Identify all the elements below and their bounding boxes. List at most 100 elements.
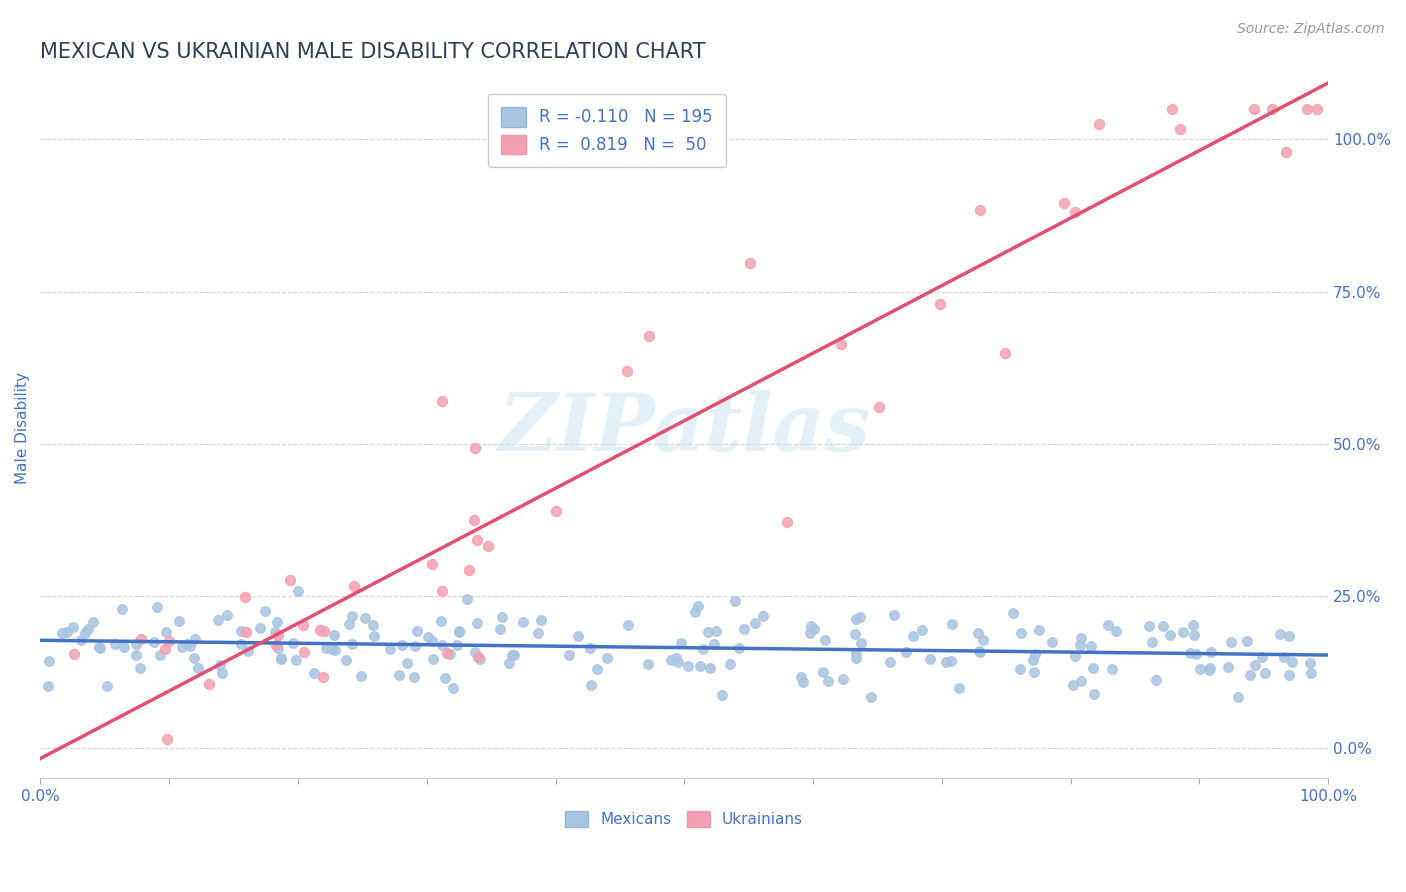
- Point: [665, 650, 688, 665]
- Point: [941, 617, 963, 632]
- Point: [967, 644, 990, 658]
- Point: [172, 640, 194, 654]
- Point: [972, 632, 994, 647]
- Point: [340, 637, 363, 651]
- Point: [323, 628, 346, 642]
- Point: [155, 624, 177, 639]
- Point: [928, 297, 950, 311]
- Point: [1064, 205, 1087, 219]
- Point: [62, 647, 84, 661]
- Point: [422, 652, 444, 666]
- Point: [967, 625, 990, 640]
- Point: [253, 604, 276, 618]
- Point: [270, 651, 292, 665]
- Point: [1181, 617, 1204, 632]
- Point: [503, 648, 526, 663]
- Point: [335, 653, 357, 667]
- Point: [969, 645, 991, 659]
- Point: [125, 637, 148, 651]
- Point: [1268, 627, 1291, 641]
- Point: [948, 681, 970, 695]
- Point: [87, 640, 110, 655]
- Point: [1010, 626, 1032, 640]
- Point: [176, 637, 198, 651]
- Point: [343, 579, 366, 593]
- Point: [1062, 678, 1084, 692]
- Point: [420, 557, 443, 571]
- Point: [464, 441, 486, 455]
- Point: [704, 624, 727, 639]
- Point: [446, 639, 468, 653]
- Point: [314, 624, 336, 639]
- Point: [935, 656, 957, 670]
- Point: [465, 615, 488, 630]
- Point: [104, 637, 127, 651]
- Point: [340, 608, 363, 623]
- Point: [233, 591, 256, 605]
- Point: [1298, 657, 1320, 671]
- Point: [799, 625, 821, 640]
- Point: [879, 656, 901, 670]
- Point: [56, 624, 79, 639]
- Point: [733, 622, 755, 636]
- Point: [637, 657, 659, 672]
- Point: [1140, 635, 1163, 649]
- Point: [868, 401, 890, 415]
- Point: [488, 622, 510, 636]
- Point: [1105, 624, 1128, 638]
- Point: [149, 648, 172, 662]
- Point: [1010, 662, 1032, 676]
- Point: [659, 653, 682, 667]
- Point: [1281, 655, 1303, 669]
- Point: [215, 608, 238, 623]
- Point: [744, 615, 766, 630]
- Point: [467, 649, 489, 664]
- Point: [49, 789, 72, 804]
- Point: [669, 636, 692, 650]
- Point: [752, 609, 775, 624]
- Point: [292, 645, 315, 659]
- Point: [430, 638, 453, 652]
- Point: [860, 690, 883, 704]
- Point: [969, 203, 991, 218]
- Point: [49, 789, 72, 804]
- Point: [235, 625, 257, 640]
- Point: [278, 574, 301, 588]
- Point: [321, 642, 343, 657]
- Point: [263, 625, 285, 640]
- Point: [169, 614, 191, 628]
- Point: [430, 584, 453, 599]
- Text: MEXICAN VS UKRAINIAN MALE DISABILITY CORRELATION CHART: MEXICAN VS UKRAINIAN MALE DISABILITY COR…: [41, 42, 706, 62]
- Point: [35, 789, 58, 804]
- Point: [388, 668, 411, 682]
- Point: [883, 607, 905, 622]
- Point: [790, 670, 813, 684]
- Point: [402, 670, 425, 684]
- Point: [689, 659, 711, 673]
- Point: [468, 652, 491, 666]
- Point: [699, 661, 721, 675]
- Point: [1053, 196, 1076, 211]
- Point: [264, 638, 287, 652]
- Point: [439, 647, 461, 661]
- Point: [1152, 618, 1174, 632]
- Point: [830, 337, 852, 351]
- Point: [457, 563, 479, 577]
- Point: [1261, 102, 1284, 116]
- Point: [155, 642, 177, 657]
- Point: [844, 627, 866, 641]
- Point: [792, 674, 814, 689]
- Legend: Mexicans, Ukrainians: Mexicans, Ukrainians: [560, 805, 810, 833]
- Point: [1272, 650, 1295, 665]
- Point: [1198, 663, 1220, 677]
- Point: [1159, 628, 1181, 642]
- Point: [1201, 645, 1223, 659]
- Point: [803, 623, 825, 637]
- Point: [1137, 619, 1160, 633]
- Point: [817, 674, 839, 689]
- Point: [596, 651, 619, 665]
- Point: [312, 670, 335, 684]
- Point: [901, 629, 924, 643]
- Point: [616, 363, 638, 377]
- Point: [546, 504, 568, 518]
